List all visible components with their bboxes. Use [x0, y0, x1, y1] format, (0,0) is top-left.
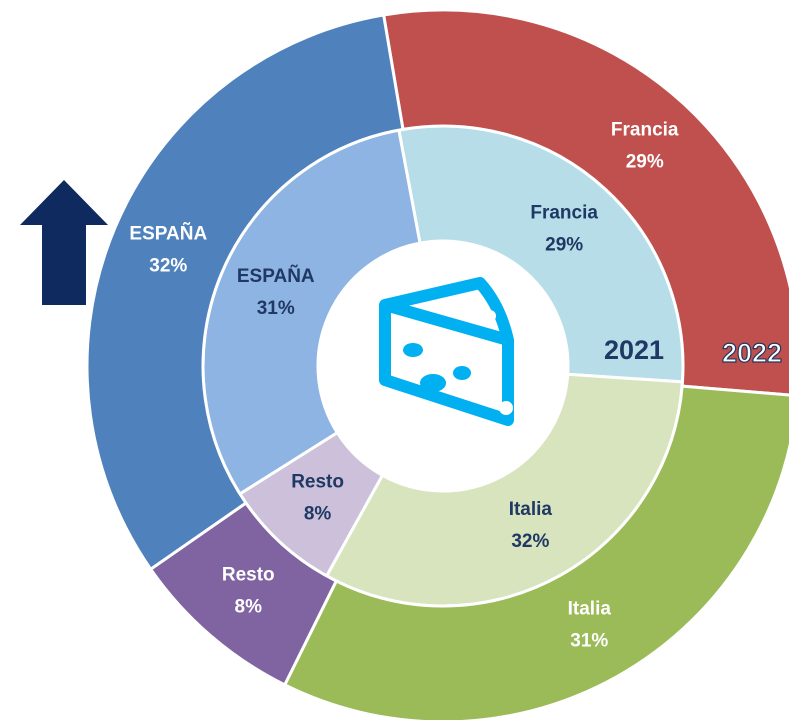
slice-category: ESPAÑA	[129, 223, 207, 245]
slice-category: Resto	[222, 565, 275, 586]
slice-value-label: 8%	[235, 597, 263, 618]
donut-slice	[282, 384, 789, 720]
up-arrow	[20, 180, 108, 305]
ring-label: 2022	[722, 338, 782, 368]
slice-category: Resto	[291, 472, 344, 493]
slice-category: ESPAÑA	[237, 265, 315, 287]
slice-value-label: 8%	[304, 504, 332, 525]
slice-value-label: 29%	[626, 152, 664, 173]
slice-value-label: 32%	[511, 531, 549, 552]
donut-slice	[85, 13, 405, 572]
slice-value-label: 31%	[570, 631, 608, 652]
donut-slice	[381, 8, 789, 397]
slice-category: Francia	[611, 120, 679, 141]
cheese-icon	[379, 277, 514, 426]
slice-category: Italia	[568, 599, 612, 620]
slice-category: Italia	[509, 499, 553, 520]
ring-label: 2021	[604, 335, 664, 365]
slice-category: Francia	[530, 203, 598, 224]
slice-value-label: 31%	[257, 298, 295, 319]
slice-value-label: 32%	[149, 256, 187, 277]
slice-value-label: 29%	[545, 235, 583, 256]
rings	[85, 8, 789, 720]
